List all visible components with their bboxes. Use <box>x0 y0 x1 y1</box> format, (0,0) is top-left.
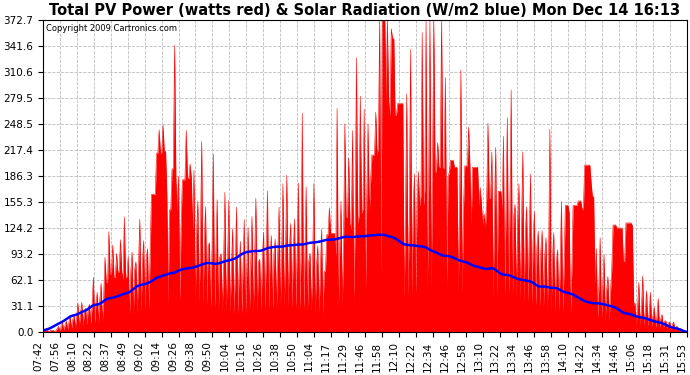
Title: Total PV Power (watts red) & Solar Radiation (W/m2 blue) Mon Dec 14 16:13: Total PV Power (watts red) & Solar Radia… <box>49 3 680 18</box>
Text: Copyright 2009 Cartronics.com: Copyright 2009 Cartronics.com <box>46 24 177 33</box>
